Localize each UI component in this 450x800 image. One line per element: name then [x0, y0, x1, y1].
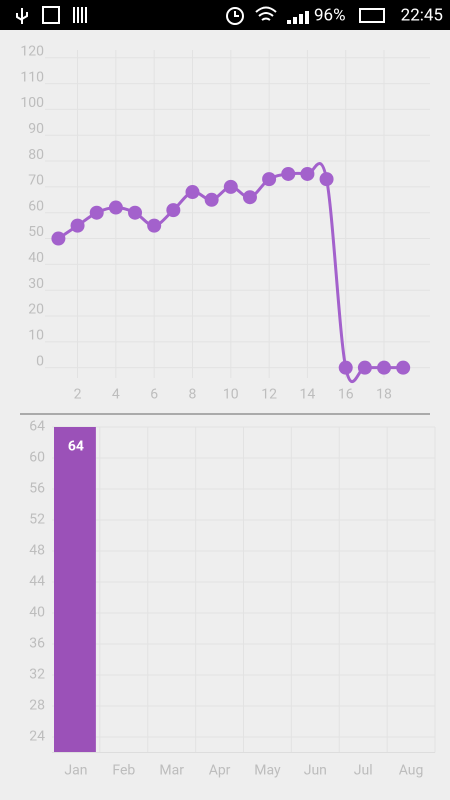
- battery-level: 96%: [314, 5, 346, 25]
- clock: 22:45: [401, 5, 443, 25]
- x-tick-label: Jun: [304, 763, 327, 779]
- y-tick-label: 100: [20, 95, 44, 111]
- y-tick-label: 40: [29, 605, 45, 621]
- status-bar: [0, 0, 450, 30]
- y-tick-label: 40: [28, 250, 44, 266]
- y-tick-label: 24: [29, 729, 45, 745]
- x-tick-label: May: [254, 763, 281, 779]
- data-point: [396, 360, 411, 375]
- x-tick-label: Feb: [112, 763, 135, 779]
- y-tick-label: 60: [29, 450, 45, 466]
- bar: [54, 427, 96, 753]
- y-tick-label: 32: [29, 667, 45, 683]
- y-tick-label: 64: [29, 419, 45, 435]
- data-point: [108, 200, 123, 215]
- y-tick-label: 30: [28, 276, 44, 292]
- x-tick-label: Jan: [64, 763, 87, 779]
- signal-icon: [287, 11, 309, 24]
- y-tick-label: 44: [29, 574, 45, 590]
- x-tick-label: Mar: [159, 763, 184, 779]
- data-point: [223, 179, 238, 194]
- data-point: [338, 360, 353, 375]
- y-tick-label: 48: [29, 543, 45, 559]
- data-label: 64: [68, 439, 84, 455]
- data-point: [70, 218, 85, 233]
- x-tick-label: 18: [376, 387, 392, 403]
- y-tick-label: 60: [28, 198, 44, 214]
- data-point: [281, 166, 296, 181]
- y-tick-label: 52: [29, 512, 45, 528]
- x-tick-label: 8: [189, 387, 197, 403]
- x-tick-label: 12: [261, 387, 277, 403]
- x-tick-label: Aug: [399, 763, 424, 779]
- y-tick-label: 90: [28, 121, 44, 137]
- data-point: [242, 190, 257, 205]
- data-point: [204, 192, 219, 207]
- status-icons: [16, 6, 385, 25]
- data-point: [128, 205, 143, 220]
- data-point: [51, 231, 66, 246]
- y-tick-label: 56: [29, 481, 45, 497]
- x-tick-label: Jul: [354, 763, 373, 779]
- data-point: [185, 185, 200, 200]
- x-tick-label: Apr: [209, 763, 231, 779]
- y-tick-label: 120: [20, 43, 44, 59]
- data-point: [89, 205, 104, 220]
- data-point: [377, 360, 392, 375]
- y-tick-label: 28: [29, 698, 45, 714]
- y-tick-label: 80: [28, 147, 44, 163]
- x-tick-label: 6: [150, 387, 158, 403]
- x-tick-label: 14: [300, 387, 316, 403]
- data-point: [300, 166, 315, 181]
- y-tick-label: 0: [36, 353, 44, 369]
- x-tick-label: 10: [223, 387, 239, 403]
- data-point: [166, 203, 181, 218]
- data-point: [319, 172, 334, 187]
- y-tick-label: 10: [28, 328, 44, 344]
- x-tick-label: 4: [112, 387, 120, 403]
- y-tick-label: 70: [28, 173, 44, 189]
- y-tick-label: 36: [29, 636, 45, 652]
- data-point: [147, 218, 162, 233]
- x-tick-label: 16: [338, 387, 354, 403]
- x-tick-label: 2: [74, 387, 82, 403]
- y-tick-label: 50: [28, 224, 44, 240]
- y-tick-label: 20: [28, 302, 44, 318]
- data-point: [262, 172, 277, 187]
- y-tick-label: 110: [20, 69, 44, 85]
- data-point: [357, 360, 372, 375]
